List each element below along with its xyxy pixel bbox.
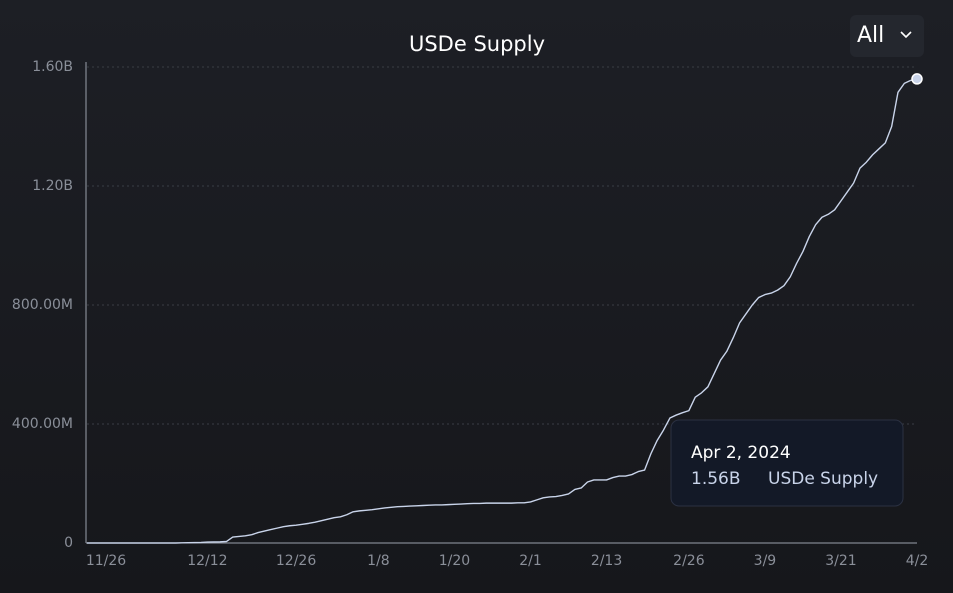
y-tick-label: 0 xyxy=(64,535,73,551)
y-tick-label: 1.60B xyxy=(32,59,73,75)
y-tick-label: 400.00M xyxy=(12,416,73,432)
series-line xyxy=(87,78,918,544)
range-dropdown[interactable]: All xyxy=(850,15,924,57)
x-tick-label: 2/1 xyxy=(519,553,542,569)
y-tick-label: 800.00M xyxy=(12,297,73,313)
x-tick-label: 3/21 xyxy=(825,553,856,569)
x-tick-label: 4/2 xyxy=(906,553,929,569)
x-tick-label: 2/13 xyxy=(591,553,622,569)
x-tick-label: 11/26 xyxy=(86,553,126,569)
dropdown-label[interactable]: All xyxy=(857,23,884,48)
tooltip-box xyxy=(670,419,904,507)
y-tick-label: 1.20B xyxy=(32,178,73,194)
tooltip-series: USDe Supply xyxy=(768,469,878,489)
x-tick-label: 12/26 xyxy=(276,553,316,569)
dropdown-box[interactable] xyxy=(850,15,924,57)
tooltip-title: Apr 2, 2024 xyxy=(691,443,791,463)
dropdown-chevron[interactable] xyxy=(900,31,912,39)
x-tick-label: 12/12 xyxy=(187,553,227,569)
x-tick-label: 1/20 xyxy=(439,553,470,569)
chart-title: USDe Supply xyxy=(409,32,545,56)
plot-area: 0 400.00M 800.00M 1.20B 1.60B 11/26 12/12 12/26… xyxy=(12,59,928,569)
x-tick-label: 2/26 xyxy=(673,553,705,569)
tooltip-value: 1.56B xyxy=(691,469,741,489)
tooltip: Apr 2, 2024 1.56B USDe Supply xyxy=(670,419,904,507)
highlight-point xyxy=(911,73,923,85)
x-tick-label: 3/9 xyxy=(754,553,777,569)
x-tick-label: 1/8 xyxy=(367,553,390,569)
